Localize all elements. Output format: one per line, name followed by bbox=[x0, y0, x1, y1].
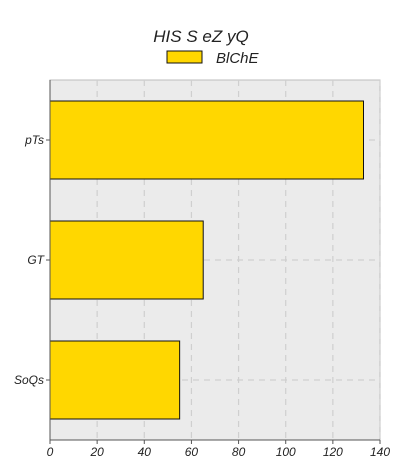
x-tick-label: 140 bbox=[370, 445, 390, 459]
chart-title: HIS S eZ yQ bbox=[153, 27, 248, 46]
x-tick-label: 80 bbox=[232, 445, 246, 459]
y-tick-label: GT bbox=[27, 253, 45, 267]
x-tick-label: 0 bbox=[47, 445, 54, 459]
x-tick-label: 60 bbox=[185, 445, 199, 459]
bar bbox=[50, 221, 203, 299]
x-tick-label: 100 bbox=[276, 445, 296, 459]
x-tick-label: 120 bbox=[323, 445, 343, 459]
bar bbox=[50, 101, 364, 179]
x-tick-label: 40 bbox=[138, 445, 152, 459]
legend: BlChE bbox=[167, 50, 260, 67]
legend-label: BlChE bbox=[216, 50, 260, 67]
y-tick-label: pTs bbox=[24, 133, 44, 147]
legend-swatch bbox=[167, 51, 202, 63]
bar bbox=[50, 341, 180, 419]
x-tick-label: 20 bbox=[89, 445, 104, 459]
y-tick-label: SoQs bbox=[14, 373, 44, 387]
